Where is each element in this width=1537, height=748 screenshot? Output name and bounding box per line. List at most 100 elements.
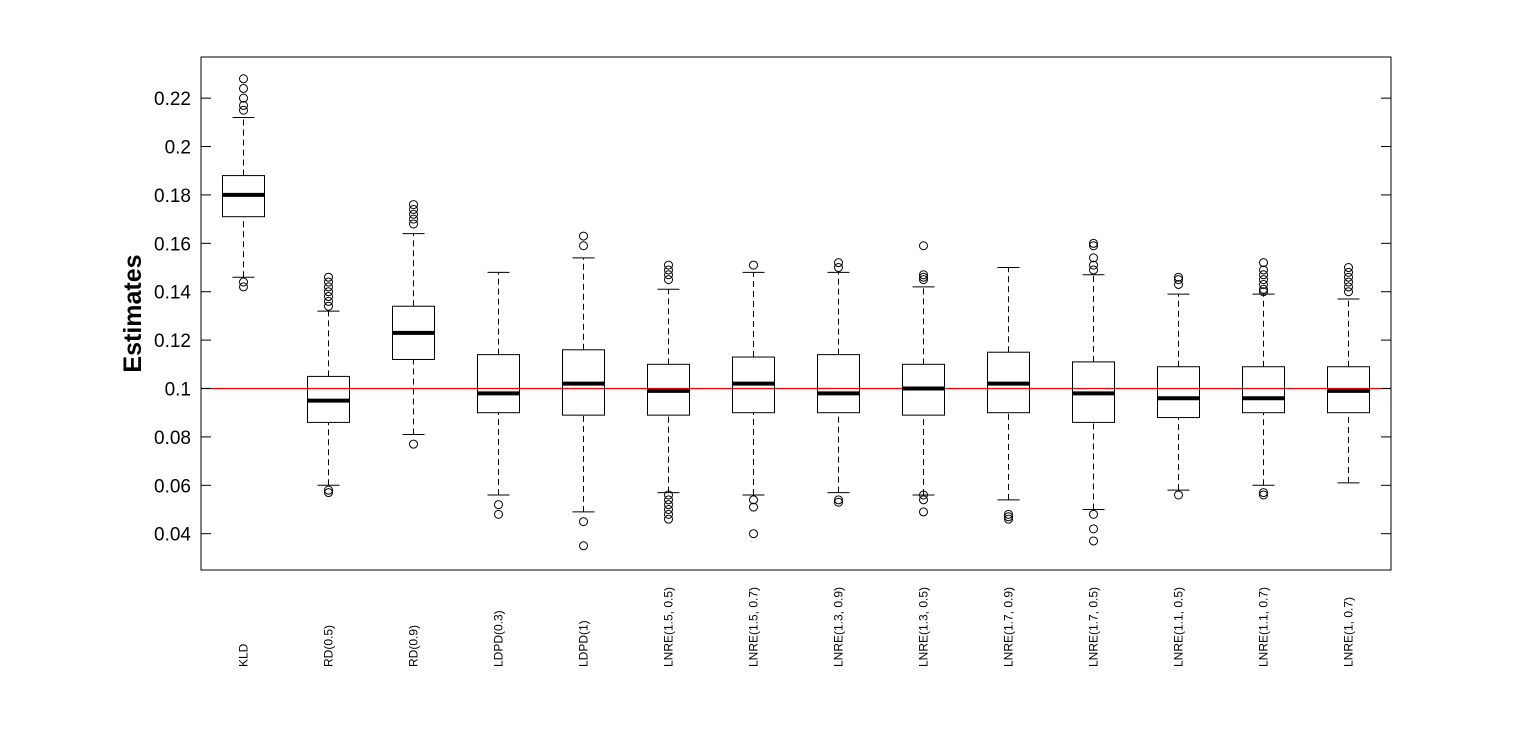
box-group (902, 241, 945, 517)
outlier-point (1089, 509, 1098, 519)
y-tick-label: 0.1 (165, 380, 191, 401)
outlier-point (239, 282, 248, 292)
y-tick-label: 0.12 (154, 331, 191, 352)
outlier-point (1089, 536, 1098, 546)
y-tick-label: 0.22 (154, 89, 191, 110)
outlier-point (664, 495, 673, 505)
box-group (732, 260, 775, 539)
x-tick-label: KLD (237, 643, 251, 667)
outlier-point (409, 204, 418, 214)
outlier-point (1344, 263, 1353, 273)
outlier-point (919, 495, 928, 505)
y-tick-label: 0.16 (154, 234, 191, 255)
outlier-point (239, 93, 248, 103)
box-iqr (1242, 366, 1285, 414)
outlier-point (1259, 275, 1268, 285)
outlier-point (1259, 490, 1268, 500)
box-iqr (1157, 366, 1200, 419)
outlier-point (1004, 514, 1013, 524)
outlier-point (239, 83, 248, 93)
x-tick-label: LNRE(1.3, 0.9) (832, 587, 846, 667)
box-group (817, 258, 860, 507)
outlier-point (664, 490, 673, 500)
outlier-point (324, 301, 333, 311)
outlier-point (1259, 258, 1268, 268)
outlier-point (1259, 270, 1268, 280)
outlier-point (1004, 509, 1013, 519)
box-group (987, 267, 1030, 524)
outlier-point (919, 272, 928, 282)
outlier-point (749, 529, 758, 539)
box-group (1327, 263, 1370, 484)
outlier-point (919, 275, 928, 285)
x-tick-label: LNRE(1, 0.7) (1342, 597, 1356, 667)
outlier-point (579, 231, 588, 241)
outlier-point (664, 270, 673, 280)
box-group (477, 271, 520, 519)
outlier-point (1089, 238, 1098, 248)
box-group (647, 260, 690, 524)
outlier-point (919, 507, 928, 517)
x-tick-label: LNRE(1.5, 0.7) (747, 587, 761, 667)
box-group (1157, 272, 1200, 500)
x-tick-label: LNRE(1.1, 0.7) (1257, 587, 1271, 667)
outlier-point (1259, 279, 1268, 289)
outlier-point (1174, 272, 1183, 282)
outlier-point (579, 541, 588, 551)
outlier-point (324, 296, 333, 306)
box-group (562, 231, 605, 551)
outlier-point (1089, 524, 1098, 534)
outlier-point (1344, 287, 1353, 297)
y-tick-label: 0.14 (154, 283, 191, 304)
x-tick-label: LDPD(1) (577, 620, 591, 667)
outlier-point (579, 241, 588, 251)
y-tick-label: 0.08 (154, 428, 191, 449)
outlier-point (1259, 287, 1268, 297)
outlier-point (324, 282, 333, 292)
outlier-point (1089, 260, 1098, 270)
outlier-point (239, 105, 248, 115)
box-group (1242, 258, 1285, 500)
y-axis-label: Estimates (119, 254, 147, 372)
x-tick-label: LNRE(1.5, 0.5) (662, 587, 676, 667)
outlier-point (834, 495, 843, 505)
box-group (1072, 238, 1115, 546)
outlier-point (324, 272, 333, 282)
outlier-point (749, 502, 758, 512)
outlier-point (494, 509, 503, 519)
y-tick-label: 0.18 (154, 186, 191, 207)
outlier-point (919, 270, 928, 280)
outlier-point (664, 505, 673, 515)
outlier-point (239, 277, 248, 287)
outlier-point (324, 488, 333, 498)
outlier-point (409, 200, 418, 210)
outlier-point (409, 439, 418, 449)
outlier-point (409, 219, 418, 229)
x-tick-labels-layer: KLD RD(0.5) RD(0.9) LDPD(0.3) LDPD(1) LNRE(1.… (237, 587, 1356, 667)
x-tick-label: LNRE(1.1, 0.5) (1172, 587, 1186, 667)
outlier-point (324, 292, 333, 302)
outlier-point (239, 100, 248, 110)
y-tick-label: 0.04 (154, 525, 191, 546)
outlier-point (834, 258, 843, 268)
outlier-point (919, 490, 928, 500)
y-ticks-layer: 0.04 0.06 0.08 0.1 0.12 0.14 0.16 0.18 0.2 0.22 (154, 89, 1391, 546)
outlier-point (919, 241, 928, 251)
outlier-point (1344, 282, 1353, 292)
outlier-point (409, 209, 418, 219)
outlier-point (664, 509, 673, 519)
plot-area-frame (200, 56, 1392, 571)
outlier-point (1259, 488, 1268, 498)
x-tick-label: RD(0.9) (407, 625, 421, 667)
outlier-point (664, 514, 673, 524)
box-iqr (817, 354, 860, 414)
outlier-point (664, 275, 673, 285)
outlier-point (664, 260, 673, 270)
x-tick-label: LNRE(1.7, 0.5) (1087, 587, 1101, 667)
y-tick-label: 0.06 (154, 476, 191, 497)
box-iqr (477, 354, 520, 414)
box-group (392, 200, 435, 449)
outlier-point (579, 517, 588, 527)
